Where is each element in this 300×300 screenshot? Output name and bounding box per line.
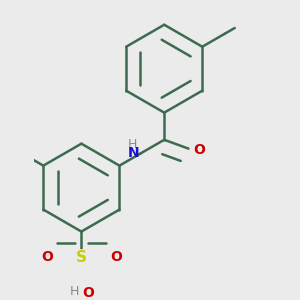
Text: O: O xyxy=(110,250,122,264)
Text: H: H xyxy=(128,138,137,151)
Text: O: O xyxy=(83,286,94,300)
Text: N: N xyxy=(128,146,140,161)
Text: O: O xyxy=(193,143,205,157)
Text: H: H xyxy=(69,285,79,298)
Text: S: S xyxy=(76,250,87,265)
Text: O: O xyxy=(41,250,53,264)
